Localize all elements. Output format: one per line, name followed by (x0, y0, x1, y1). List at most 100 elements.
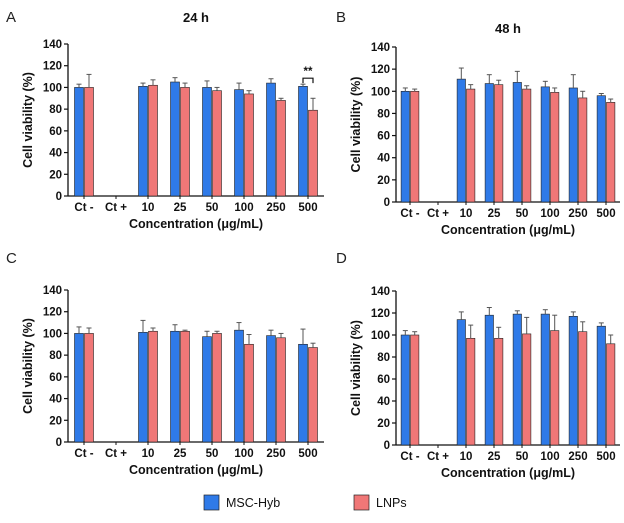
y-axis-label: Cell viability (%) (349, 77, 363, 173)
x-tick-label: Ct + (427, 208, 449, 220)
y-tick-label: 100 (371, 330, 390, 342)
x-tick-label: 50 (206, 202, 219, 214)
bar-msc-hyb (298, 86, 308, 197)
y-tick-label: 120 (371, 64, 390, 76)
y-tick-label: 120 (43, 61, 62, 73)
significance-label: ** (304, 66, 313, 78)
legend: MSC-Hyb LNPs (203, 494, 407, 511)
bar-msc-hyb (202, 336, 212, 443)
y-tick-label: 0 (56, 437, 62, 449)
y-tick-label: 140 (43, 285, 62, 297)
bar-lnps (410, 90, 420, 203)
bar-msc-hyb (170, 81, 180, 197)
panel-title: 48 h (495, 21, 521, 36)
y-tick-label: 140 (371, 42, 390, 54)
x-tick-label: 50 (516, 208, 529, 220)
bar-msc-hyb (266, 335, 276, 443)
bar-lnps (276, 100, 286, 197)
bar-lnps (550, 330, 560, 446)
bar-lnps (308, 347, 318, 443)
bar-lnps (578, 97, 588, 203)
bar-lnps (180, 330, 190, 443)
bar-lnps (84, 333, 94, 443)
bar-lnps (494, 337, 504, 446)
x-tick-label: 100 (234, 202, 253, 214)
chart-panel-c: C 0 20 40 60 80 100 120 140 Ct - Ct + 10 25 50 100 250 5… (6, 250, 324, 477)
x-tick-label: Ct - (400, 451, 419, 463)
x-tick-label: 25 (174, 448, 187, 460)
y-tick-label: 20 (377, 418, 390, 430)
bar-lnps (550, 92, 560, 203)
bar-lnps (522, 88, 532, 203)
x-tick-label: 10 (142, 448, 155, 460)
panel-title: 24 h (183, 10, 209, 25)
y-tick-label: 40 (49, 148, 62, 160)
chart-panel-d: D 0 20 40 60 80 100 120 140 Ct - Ct + 10 25 50 100 250 5… (336, 250, 620, 480)
chart-panel-b: B 48 h 0 20 40 60 80 100 120 140 Ct - Ct + 10 25 50 100… (336, 9, 620, 237)
bar-msc-hyb (202, 87, 212, 197)
x-axis-label: Concentration (μg/mL) (441, 466, 575, 480)
bar-msc-hyb (400, 334, 410, 446)
y-tick-label: 60 (49, 372, 62, 384)
y-tick-label: 0 (384, 197, 390, 209)
x-tick-label: 10 (460, 208, 473, 220)
y-tick-label: 80 (49, 350, 62, 362)
x-tick-label: Ct - (400, 208, 419, 220)
x-tick-label: 10 (460, 451, 473, 463)
x-tick-label: 10 (142, 202, 155, 214)
bar-lnps (244, 343, 254, 443)
bar-lnps (410, 334, 420, 446)
bar-lnps (148, 330, 158, 443)
y-axis-label: Cell viability (%) (21, 318, 35, 414)
x-tick-label: Ct - (74, 448, 93, 460)
bar-lnps (244, 93, 254, 197)
bar-lnps (308, 109, 318, 197)
x-tick-label: 250 (266, 202, 285, 214)
legend-swatch-lnps (353, 494, 370, 511)
bar-msc-hyb (234, 89, 244, 197)
panel-letter: D (336, 250, 347, 267)
bar-msc-hyb (170, 330, 180, 443)
bar-msc-hyb (484, 83, 494, 203)
bar-msc-hyb (512, 313, 522, 446)
bar-msc-hyb (484, 314, 494, 446)
bar-msc-hyb (234, 329, 244, 443)
bar-msc-hyb (596, 325, 606, 446)
y-tick-label: 100 (43, 328, 62, 340)
bar-msc-hyb (568, 315, 578, 446)
y-tick-label: 120 (43, 307, 62, 319)
x-tick-label: 250 (266, 448, 285, 460)
bar-msc-hyb (596, 95, 606, 203)
bar-lnps (578, 331, 588, 446)
bar-msc-hyb (456, 78, 466, 203)
panel-letter: A (6, 9, 16, 26)
x-axis-label: Concentration (μg/mL) (129, 217, 263, 231)
chart-panel-a: A 24 h 0 20 40 60 80 100 120 140 Ct - Ct + 10 25 50 100… (6, 9, 324, 231)
bar-msc-hyb (74, 87, 84, 197)
legend-swatch-msc-hyb (203, 494, 220, 511)
y-tick-label: 20 (377, 175, 390, 187)
y-tick-label: 60 (377, 374, 390, 386)
x-axis-label: Concentration (μg/mL) (441, 223, 575, 237)
y-tick-label: 40 (377, 396, 390, 408)
y-tick-label: 120 (371, 308, 390, 320)
bar-msc-hyb (540, 313, 550, 446)
bar-msc-hyb (400, 90, 410, 203)
x-tick-label: 250 (568, 208, 587, 220)
bar-lnps (148, 84, 158, 197)
x-tick-label: 500 (596, 208, 615, 220)
x-tick-label: Ct + (105, 202, 127, 214)
x-tick-label: 50 (516, 451, 529, 463)
significance-bracket (302, 77, 314, 84)
y-tick-label: 60 (377, 131, 390, 143)
x-axis-label: Concentration (μg/mL) (129, 463, 263, 477)
y-tick-label: 40 (377, 153, 390, 165)
x-tick-label: Ct - (74, 202, 93, 214)
x-tick-label: 25 (488, 451, 501, 463)
y-tick-label: 40 (49, 394, 62, 406)
x-tick-label: 50 (206, 448, 219, 460)
x-tick-label: 250 (568, 451, 587, 463)
y-tick-label: 140 (371, 286, 390, 298)
y-axis-label: Cell viability (%) (21, 72, 35, 168)
